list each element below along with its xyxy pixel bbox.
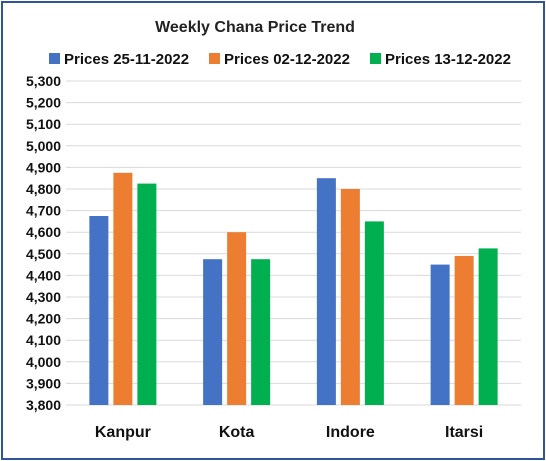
- x-axis-categories: Kanpur Kota Indore Itarsi: [95, 424, 483, 441]
- legend-swatch-3: [370, 53, 381, 64]
- bar-kanpur-series-1: [89, 216, 109, 405]
- x-category-label: Kanpur: [95, 424, 151, 441]
- chart-title: Weekly Chana Price Trend: [155, 19, 355, 36]
- bar-kota-series-3: [251, 259, 271, 405]
- bar-itarsi-series-3: [478, 248, 498, 405]
- y-tick-label: 4,200: [26, 311, 61, 327]
- bar-kota-series-2: [227, 232, 247, 405]
- y-tick-label: 5,000: [26, 138, 61, 154]
- bar-indore-series-2: [340, 189, 360, 405]
- y-tick-label: 4,500: [26, 246, 61, 262]
- x-category-label: Itarsi: [445, 424, 483, 441]
- x-category-label: Kota: [219, 424, 255, 441]
- y-tick-label: 4,700: [26, 203, 61, 219]
- bar-itarsi-series-1: [430, 264, 450, 405]
- bar-chart: Weekly Chana Price Trend Prices 25-11-20…: [26, 19, 521, 441]
- x-category-label: Indore: [326, 424, 375, 441]
- bar-kanpur-series-3: [137, 183, 157, 405]
- bar-indore-series-3: [364, 221, 384, 405]
- legend-label-2: Prices 02-12-2022: [224, 51, 350, 68]
- y-tick-label: 5,300: [26, 73, 61, 89]
- bar-indore-series-1: [316, 178, 336, 405]
- bars: [89, 172, 498, 405]
- y-tick-label: 4,600: [26, 224, 61, 240]
- legend: Prices 25-11-2022 Prices 02-12-2022 Prices…: [49, 51, 511, 68]
- legend-swatch-1: [49, 53, 60, 64]
- y-tick-label: 4,100: [26, 332, 61, 348]
- legend-label-3: Prices 13-12-2022: [385, 51, 511, 68]
- gridlines: [66, 80, 521, 406]
- y-tick-label: 4,800: [26, 181, 61, 197]
- legend-swatch-2: [209, 53, 220, 64]
- y-tick-label: 4,300: [26, 289, 61, 305]
- bar-kota-series-1: [203, 259, 223, 405]
- y-tick-label: 5,100: [26, 116, 61, 132]
- y-axis-ticks: 3,800 3,900 4,000 4,100 4,200 4,300 4,400 4,500…: [26, 73, 61, 413]
- y-tick-label: 3,900: [26, 375, 61, 391]
- y-tick-label: 4,900: [26, 159, 61, 175]
- y-tick-label: 5,200: [26, 95, 61, 111]
- y-tick-label: 4,000: [26, 354, 61, 370]
- y-tick-label: 3,800: [26, 397, 61, 413]
- bar-itarsi-series-2: [454, 255, 474, 405]
- legend-label-1: Prices 25-11-2022: [64, 51, 189, 68]
- y-tick-label: 4,400: [26, 267, 61, 283]
- bar-kanpur-series-2: [113, 172, 133, 405]
